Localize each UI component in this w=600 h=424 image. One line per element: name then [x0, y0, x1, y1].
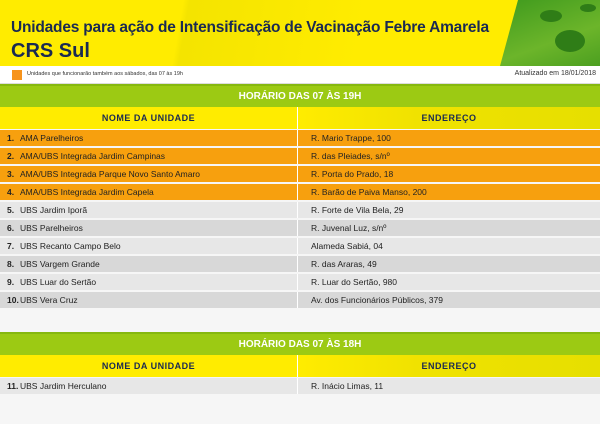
table-row: 1. AMA Parelheiros R. Mario Trappe, 100 — [0, 130, 600, 146]
row-number: 3. — [7, 169, 15, 179]
column-header-name: NOME DA UNIDADE — [0, 107, 298, 129]
row-number: 4. — [7, 187, 15, 197]
table-row: 11. UBS Jardim Herculano R. Inácio Limas, … — [0, 378, 600, 394]
unit-address: R. das Araras, 49 — [311, 259, 377, 269]
table-row: 5. UBS Jardim Iporã R. Forte de Vila Bela,… — [0, 202, 600, 218]
table-row: 9. UBS Luar do Sertão R. Luar do Sertão, 9… — [0, 274, 600, 290]
row-number: 11. — [7, 381, 19, 391]
row-number: 10. — [7, 295, 19, 305]
table-row: 2. AMA/UBS Integrada Jardim Campinas R. da… — [0, 148, 600, 164]
unit-address: R. Forte de Vila Bela, 29 — [311, 205, 404, 215]
row-number: 1. — [7, 133, 15, 143]
unit-address: R. Luar do Sertão, 980 — [311, 277, 398, 287]
unit-address: Alameda Sabiá, 04 — [311, 241, 383, 251]
row-number: 2. — [7, 151, 15, 161]
table-row: 8. UBS Vargem Grande R. das Araras, 49 — [0, 256, 600, 272]
unit-address: R. Juvenal Luz, s/nº — [311, 223, 387, 233]
unit-address: R. Mario Trappe, 100 — [311, 133, 391, 143]
table-header: NOME DA UNIDADE ENDEREÇO — [0, 355, 600, 377]
page-subtitle: CRS Sul — [11, 40, 90, 62]
unit-name: UBS Vargem Grande — [20, 259, 100, 269]
legend-text: Unidades que funcionarão também aos sába… — [27, 71, 183, 77]
unit-address: Av. dos Funcionários Públicos, 379 — [311, 295, 443, 305]
unit-address: R. das Pleiades, s/nº — [311, 151, 390, 161]
unit-name: AMA Parelheiros — [20, 133, 84, 143]
unit-address: R. Barão de Paiva Manso, 200 — [311, 187, 427, 197]
updated-date: Atualizado em 18/01/2018 — [514, 70, 596, 77]
column-header-name: NOME DA UNIDADE — [0, 355, 298, 377]
unit-name: UBS Parelheiros — [20, 223, 83, 233]
row-number: 6. — [7, 223, 15, 233]
unit-name: UBS Jardim Herculano — [20, 381, 107, 391]
header-banner: Unidades para ação de Intensificação de … — [0, 0, 600, 66]
table-row: 4. AMA/UBS Integrada Jardim Capela R. Barã… — [0, 184, 600, 200]
table-row: 10. UBS Vera Cruz Av. dos Funcionários Púb… — [0, 292, 600, 308]
table-header: NOME DA UNIDADE ENDEREÇO — [0, 107, 600, 129]
unit-name: UBS Luar do Sertão — [20, 277, 97, 287]
unit-name: AMA/UBS Integrada Jardim Capela — [20, 187, 154, 197]
row-number: 8. — [7, 259, 15, 269]
table-row: 3. AMA/UBS Integrada Parque Novo Santo Am… — [0, 166, 600, 182]
unit-name: UBS Vera Cruz — [20, 295, 78, 305]
legend-swatch — [12, 70, 22, 80]
unit-name: AMA/UBS Integrada Jardim Campinas — [20, 151, 166, 161]
unit-name: UBS Jardim Iporã — [20, 205, 88, 215]
legend-bar: Unidades que funcionarão também aos sába… — [0, 66, 600, 84]
row-number: 7. — [7, 241, 15, 251]
schedule-band: HORÁRIO DAS 07 ÀS 19H — [0, 84, 600, 107]
column-header-address: ENDEREÇO — [298, 355, 600, 377]
unit-address: R. Inácio Limas, 11 — [311, 381, 384, 391]
schedule-band: HORÁRIO DAS 07 ÀS 18H — [0, 332, 600, 355]
table-row: 6. UBS Parelheiros R. Juvenal Luz, s/nº — [0, 220, 600, 236]
unit-name: AMA/UBS Integrada Parque Novo Santo Amar… — [20, 169, 201, 179]
column-header-address: ENDEREÇO — [298, 107, 600, 129]
unit-name: UBS Recanto Campo Belo — [20, 241, 121, 251]
table-row: 7. UBS Recanto Campo Belo Alameda Sabiá, 0… — [0, 238, 600, 254]
row-number: 9. — [7, 277, 15, 287]
row-number: 5. — [7, 205, 15, 215]
page-title: Unidades para ação de Intensificação de … — [11, 19, 489, 36]
monkey-forest-illustration — [500, 0, 600, 66]
unit-address: R. Porta do Prado, 18 — [311, 169, 394, 179]
